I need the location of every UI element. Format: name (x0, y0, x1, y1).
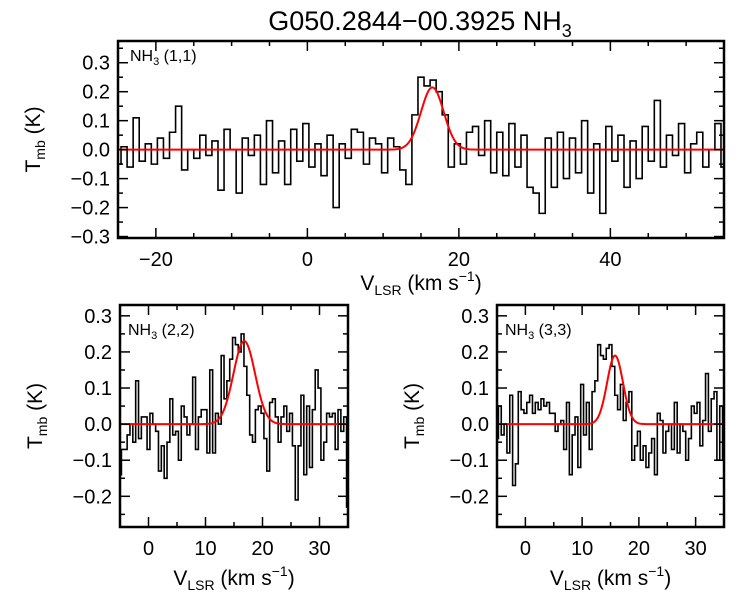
x-axis-label-units: (km s (215, 567, 272, 590)
y-axis-label: Tmb (K) (401, 383, 427, 449)
chart-title: G050.2844−00.3925 NH3 (268, 6, 572, 41)
y-tick-label: 0.1 (461, 378, 489, 400)
x-axis-label-close: ) (475, 272, 482, 295)
panel-label-transition: (1,1) (159, 48, 196, 65)
panel-label-text: NH (128, 322, 151, 339)
y-tick-label: −0.2 (73, 486, 112, 508)
y-axis-label-text: T (22, 160, 45, 173)
x-axis-label: VLSR (km s−1) (550, 563, 671, 593)
panel-nh3-11: −20 0 20 40 −0.3 −0.2 −0.1 0.0 0.1 0.2 0.3 NH3 (1,1… (22, 39, 726, 298)
panel-nh3-22: 0 10 20 30 −0.2 −0.1 0.0 0.1 0.2 0.3 NH3 (2,2) VLSR… (24, 303, 350, 593)
y-tick-label: −0.1 (71, 169, 110, 191)
panel-label-transition: (3,3) (534, 322, 571, 339)
y-axis-label-subscript: mb (34, 417, 50, 437)
x-tick-label: 0 (520, 538, 531, 560)
gaussian-fit-line (118, 86, 724, 151)
y-tick-label: −0.1 (450, 450, 489, 472)
x-axis-label-close: ) (664, 567, 671, 590)
x-axis-label-text: V (173, 567, 187, 590)
y-tick-label: 0.1 (82, 111, 110, 133)
panel-label-text: NH (130, 48, 153, 65)
x-tick-label: 20 (251, 538, 273, 560)
y-tick-label: 0.0 (461, 414, 489, 436)
x-tick-label: 0 (302, 249, 313, 271)
chart-title-text: G050.2844−00.3925 NH (268, 6, 561, 36)
y-axis-label-units: (K) (22, 106, 45, 140)
x-axis-label-superscript: −1 (272, 563, 288, 579)
y-axis-label: Tmb (K) (22, 106, 48, 172)
x-axis-label-subscript: LSR (187, 577, 214, 593)
gaussian-fit-line (120, 340, 348, 426)
gaussian-fit-line (497, 354, 724, 426)
panel-label-text: NH (505, 322, 528, 339)
x-axis-label-text: V (360, 272, 374, 295)
x-axis-label-superscript: −1 (459, 268, 475, 284)
panel-label-subscript: 3 (153, 56, 159, 68)
x-tick-label: 20 (448, 249, 470, 271)
x-tick-label: 10 (194, 538, 216, 560)
y-tick-label: 0.2 (84, 342, 112, 364)
y-tick-label: −0.3 (71, 227, 110, 249)
chart-title-subscript: 3 (562, 21, 572, 41)
spectrum-histogram (120, 333, 348, 508)
y-tick-label: 0.3 (461, 306, 489, 328)
plot-frame (116, 39, 726, 240)
panel-label: NH3 (1,1) (130, 48, 197, 68)
y-tick-label: 0.3 (84, 306, 112, 328)
y-axis-label: Tmb (K) (24, 383, 50, 449)
y-tick-label: −0.2 (450, 486, 489, 508)
panel-label: NH3 (3,3) (505, 322, 572, 342)
y-axis-label-units: (K) (401, 383, 424, 417)
y-tick-label: 0.0 (84, 414, 112, 436)
y-tick-label: −0.1 (73, 450, 112, 472)
x-tick-label: 0 (143, 538, 154, 560)
x-axis-label-superscript: −1 (648, 563, 664, 579)
x-axis-label: VLSR (km s−1) (360, 268, 481, 298)
y-axis-label-subscript: mb (411, 417, 427, 437)
y-tick-label: 0.3 (82, 53, 110, 75)
x-axis-label-subscript: LSR (564, 577, 591, 593)
y-tick-label: 0.1 (84, 378, 112, 400)
y-axis-label-text: T (24, 436, 47, 449)
x-tick-label: 40 (599, 249, 621, 271)
x-tick-label: 30 (685, 538, 707, 560)
panel-label-transition: (2,2) (157, 322, 194, 339)
panel-label-subscript: 3 (151, 330, 157, 342)
spectrum-histogram (497, 343, 724, 487)
y-axis-label-text: T (401, 436, 424, 449)
x-axis-label-text: V (550, 567, 564, 590)
x-axis-label-units: (km s (402, 272, 459, 295)
x-axis-label-subscript: LSR (374, 282, 401, 298)
panel-nh3-33: 0 10 20 30 −0.2 −0.1 0.0 0.1 0.2 0.3 NH3 (3,3) VLSR… (401, 303, 726, 593)
x-axis-label-close: ) (288, 567, 295, 590)
y-tick-label: 0.2 (82, 82, 110, 104)
y-axis-label-units: (K) (24, 383, 47, 417)
panel-label: NH3 (2,2) (128, 322, 195, 342)
x-tick-label: 10 (571, 538, 593, 560)
x-tick-label: 30 (308, 538, 330, 560)
y-tick-label: 0.0 (82, 140, 110, 162)
y-axis-label-subscript: mb (32, 140, 48, 160)
y-tick-label: −0.2 (71, 198, 110, 220)
x-tick-label: −20 (139, 249, 173, 271)
spectrum-histogram (118, 76, 724, 215)
x-axis-label: VLSR (km s−1) (173, 563, 294, 593)
y-tick-label: 0.2 (461, 342, 489, 364)
x-axis-label-units: (km s (591, 567, 648, 590)
panel-label-subscript: 3 (528, 330, 534, 342)
x-tick-label: 20 (628, 538, 650, 560)
